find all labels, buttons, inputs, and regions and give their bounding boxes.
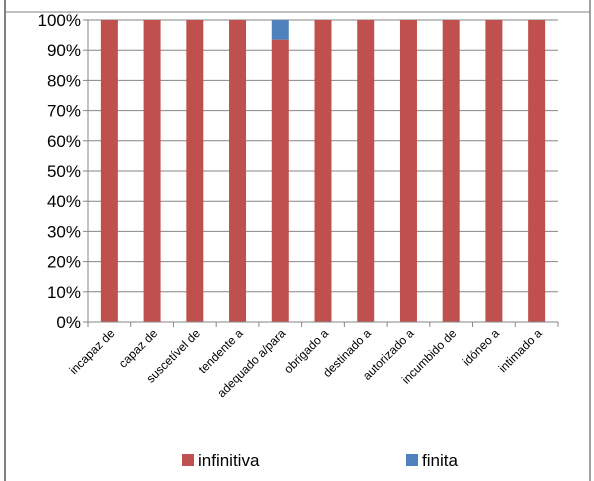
y-tick-label: 100% [38, 11, 81, 30]
legend-label: infinitiva [198, 451, 260, 470]
bars [100, 20, 546, 322]
bar-infinitiva [100, 20, 118, 322]
bar-infinitiva [442, 20, 460, 322]
y-tick-label: 20% [47, 253, 81, 272]
bar-infinitiva [399, 20, 417, 322]
y-tick-label: 10% [47, 283, 81, 302]
bar-infinitiva [485, 20, 503, 322]
y-tick-label: 80% [47, 71, 81, 90]
bar-infinitiva [528, 20, 546, 322]
y-tick-label: 30% [47, 222, 81, 241]
bar-infinitiva [229, 20, 247, 322]
axes [83, 19, 559, 327]
x-tick-label: idóneo a [460, 326, 503, 369]
y-tick-label: 70% [47, 102, 81, 121]
y-tick-label: 90% [47, 41, 81, 60]
x-tick-label: intimado a [496, 326, 545, 375]
bar-infinitiva [271, 39, 289, 322]
legend-label: finita [422, 451, 458, 470]
y-tick-label: 40% [47, 192, 81, 211]
bar-infinitiva [314, 20, 332, 322]
bar-infinitiva [357, 20, 375, 322]
x-tick-label: incapaz de [67, 326, 118, 377]
bar-infinitiva [143, 20, 161, 322]
y-tick-label: 60% [47, 132, 81, 151]
x-tick-label: capaz de [116, 326, 161, 371]
y-tick-label: 0% [56, 313, 81, 332]
legend-swatch-finita [406, 454, 418, 466]
legend: infinitiva finita [182, 451, 458, 470]
bar-finita [271, 20, 289, 40]
legend-swatch-infinitiva [182, 454, 194, 466]
y-tick-label: 50% [47, 162, 81, 181]
bar-infinitiva [186, 20, 204, 322]
y-tick-labels: 0% 10% 20% 30% 40% 50% 60% 70% 80% 90% 100% [38, 11, 81, 332]
